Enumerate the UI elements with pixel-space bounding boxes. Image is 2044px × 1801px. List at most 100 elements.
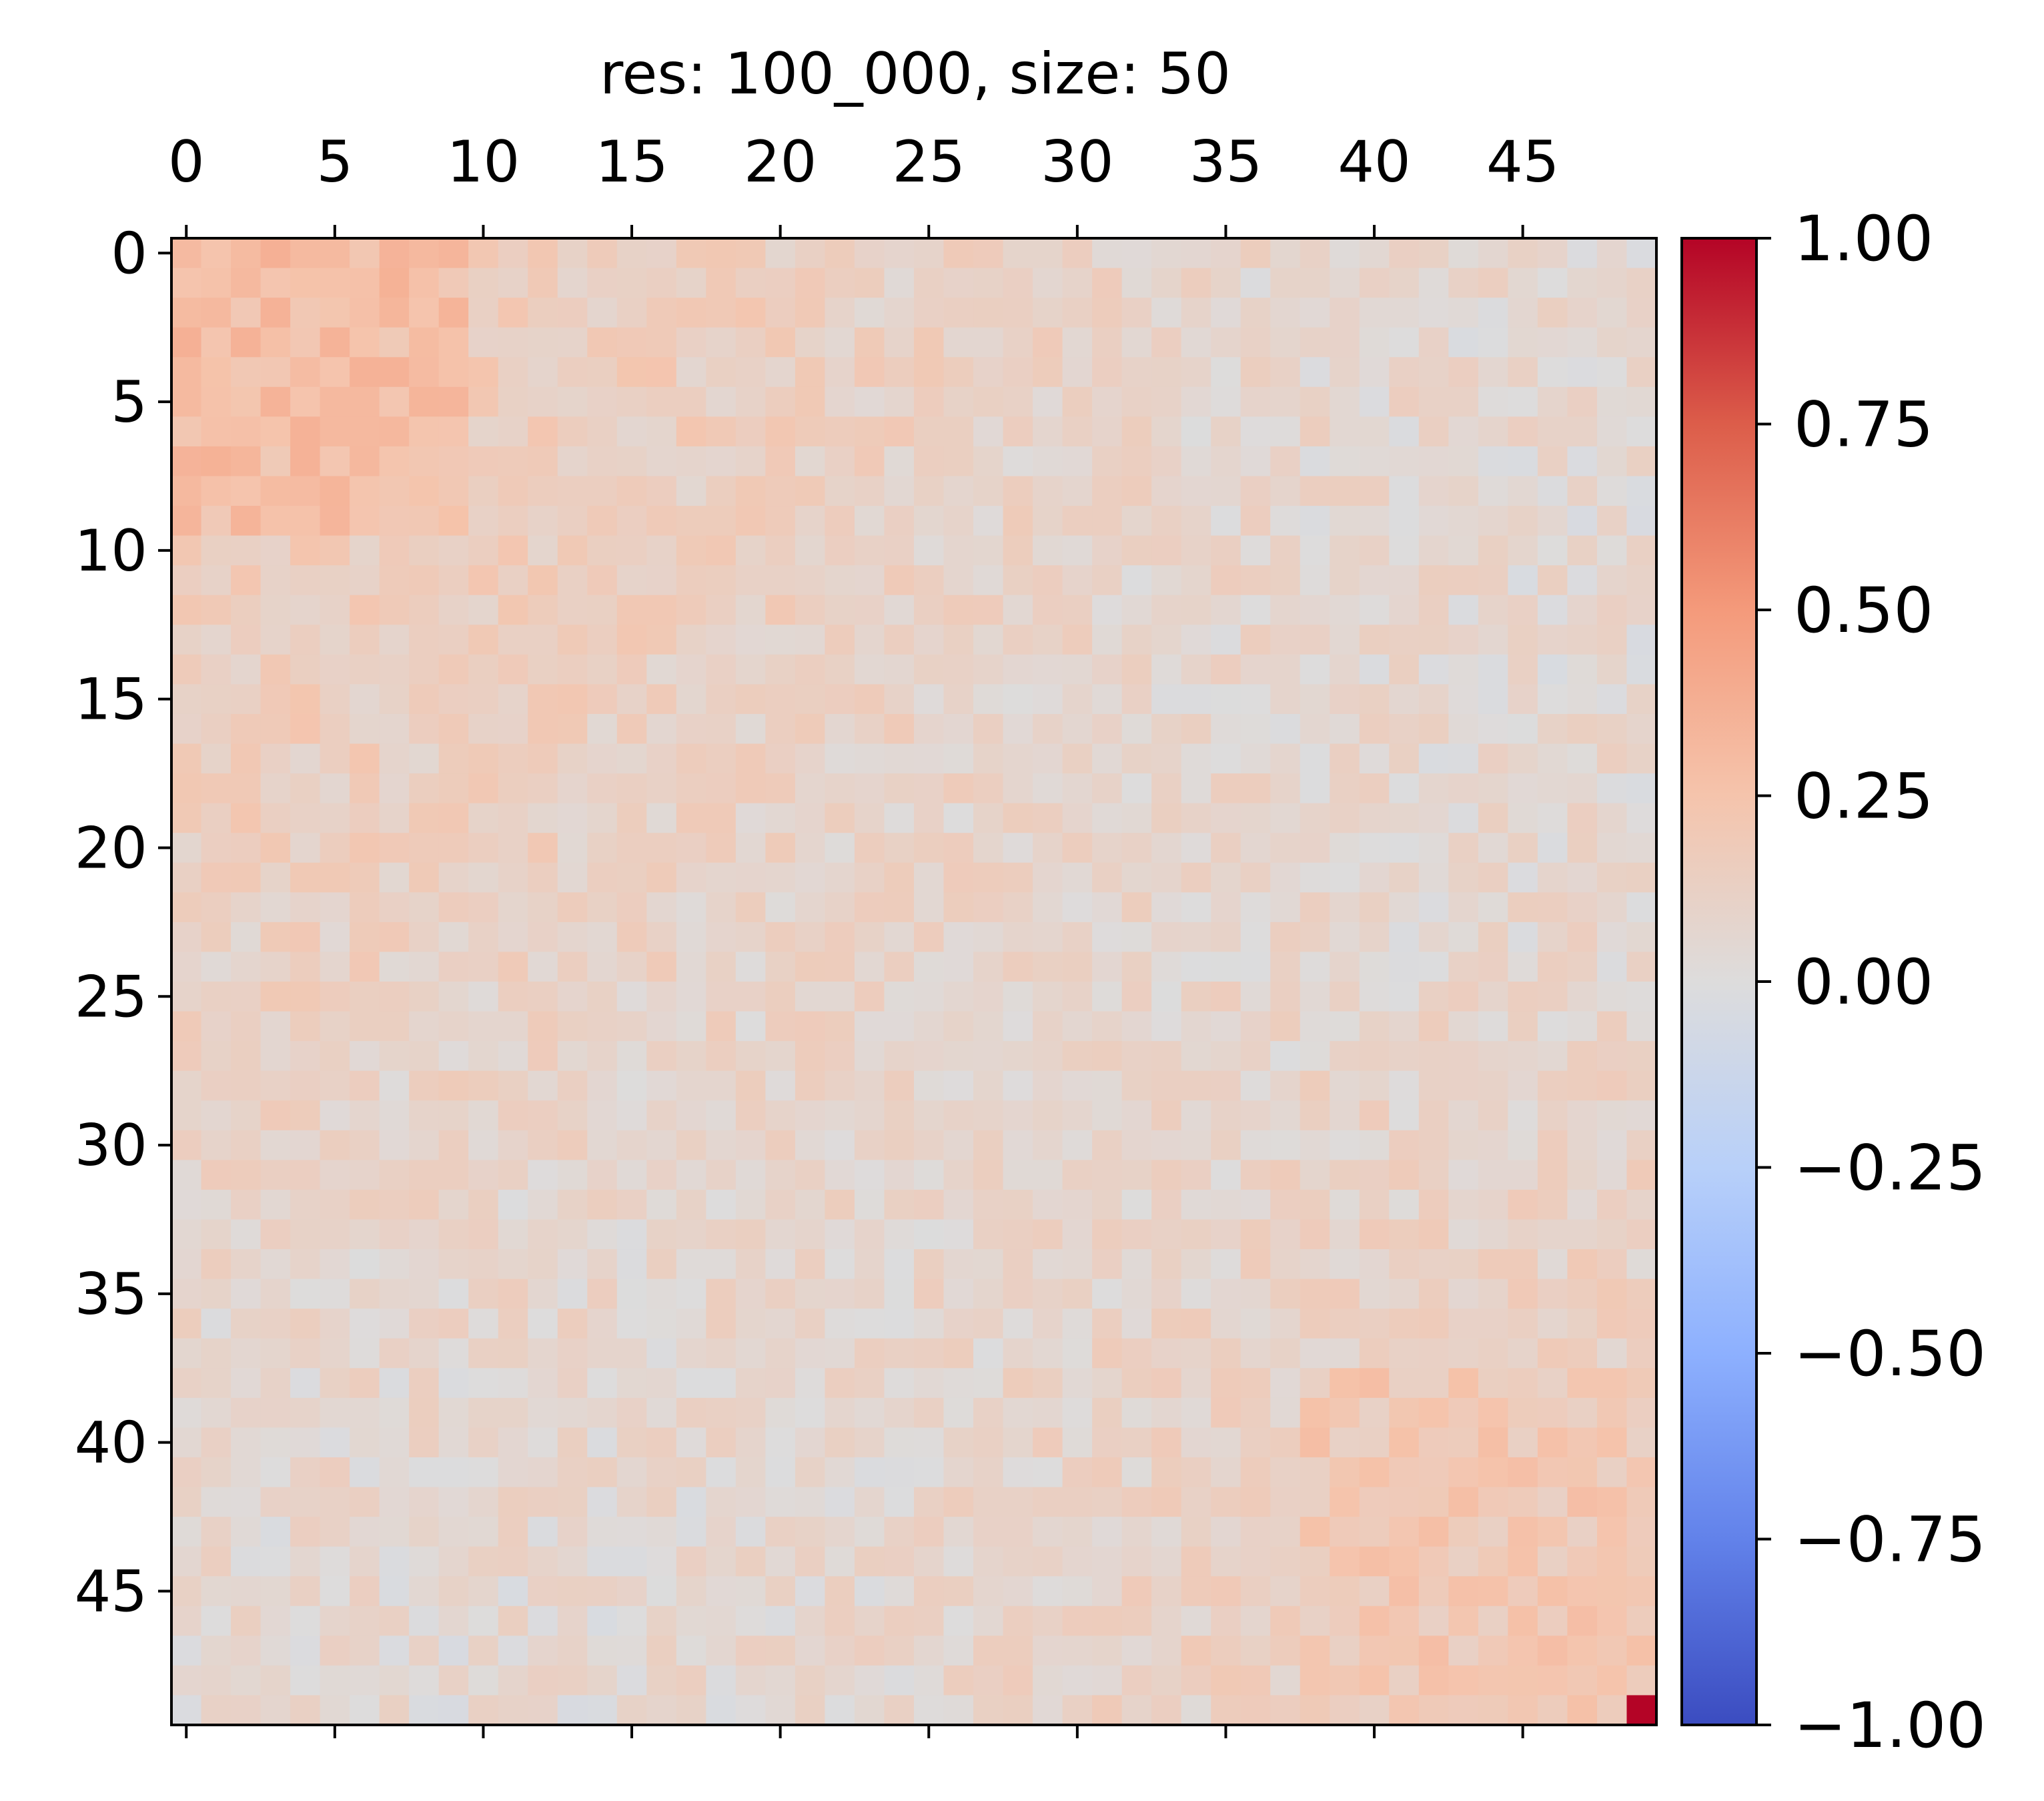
heatmap-cell bbox=[438, 1219, 469, 1250]
heatmap-cell bbox=[616, 1309, 647, 1339]
heatmap-cell bbox=[1626, 1397, 1657, 1428]
heatmap-cell bbox=[379, 833, 410, 863]
heatmap-cell bbox=[1003, 803, 1033, 833]
heatmap-cell bbox=[765, 1041, 796, 1072]
heatmap-cell bbox=[1389, 1309, 1420, 1339]
heatmap-cell bbox=[1300, 1695, 1330, 1726]
heatmap-cell bbox=[616, 446, 647, 477]
heatmap-cell bbox=[379, 713, 410, 745]
heatmap-cell bbox=[943, 684, 974, 715]
heatmap-cell bbox=[1151, 1070, 1182, 1101]
heatmap-cell bbox=[587, 386, 618, 417]
heatmap-cell bbox=[1300, 1368, 1330, 1399]
heatmap-cell bbox=[1121, 1487, 1152, 1517]
heatmap-cell bbox=[468, 446, 499, 477]
heatmap-cell bbox=[379, 595, 410, 625]
heatmap-cell bbox=[468, 684, 499, 715]
heatmap-cell bbox=[1092, 1605, 1123, 1636]
heatmap-cell bbox=[1626, 446, 1657, 477]
heatmap-cell bbox=[914, 595, 945, 625]
heatmap-cell bbox=[350, 327, 380, 358]
heatmap-cell bbox=[1062, 416, 1093, 447]
heatmap-cell bbox=[438, 357, 469, 388]
heatmap-cell bbox=[231, 357, 262, 388]
heatmap-cell bbox=[587, 1368, 618, 1399]
heatmap-cell bbox=[1448, 506, 1479, 536]
heatmap-cell bbox=[1151, 654, 1182, 685]
heatmap-cell bbox=[1270, 386, 1301, 417]
heatmap-cell bbox=[409, 1576, 440, 1607]
heatmap-cell bbox=[973, 684, 1004, 715]
heatmap-cell bbox=[884, 1457, 915, 1488]
heatmap-cell bbox=[557, 713, 588, 745]
heatmap-cell bbox=[1092, 1338, 1123, 1369]
heatmap-cell bbox=[765, 535, 796, 566]
heatmap-cell bbox=[498, 476, 528, 506]
heatmap-cell bbox=[1121, 982, 1152, 1012]
heatmap-cell bbox=[260, 1338, 291, 1369]
heatmap-cell bbox=[290, 386, 321, 417]
heatmap-cell bbox=[1033, 1546, 1063, 1577]
heatmap-cell bbox=[1359, 1041, 1390, 1072]
heatmap-cell bbox=[1359, 1070, 1390, 1101]
heatmap-cell bbox=[260, 1219, 291, 1250]
heatmap-cell bbox=[616, 1249, 647, 1280]
heatmap-cell bbox=[943, 1070, 974, 1101]
heatmap-cell bbox=[1418, 1100, 1449, 1131]
heatmap-cell bbox=[646, 1130, 677, 1160]
heatmap-cell bbox=[1359, 684, 1390, 715]
heatmap-cell bbox=[1596, 1338, 1628, 1369]
heatmap-cell bbox=[943, 1576, 974, 1607]
heatmap-cell bbox=[171, 298, 202, 328]
heatmap-cell bbox=[884, 298, 915, 328]
heatmap-cell bbox=[409, 1338, 440, 1369]
heatmap-cell bbox=[1003, 1338, 1033, 1369]
heatmap-cell bbox=[1596, 1695, 1628, 1726]
heatmap-cell bbox=[231, 416, 262, 447]
heatmap-cell bbox=[201, 1338, 231, 1369]
heatmap-cell bbox=[676, 982, 706, 1012]
heatmap-cell bbox=[1330, 833, 1360, 863]
heatmap-cell bbox=[1596, 1487, 1628, 1517]
heatmap-cell bbox=[290, 1605, 321, 1636]
heatmap-cell bbox=[1092, 1695, 1123, 1726]
heatmap-cell bbox=[171, 982, 202, 1012]
heatmap-cell bbox=[379, 1636, 410, 1666]
heatmap-cell bbox=[320, 1517, 350, 1547]
heatmap-cell bbox=[616, 862, 647, 893]
heatmap-cell bbox=[676, 1041, 706, 1072]
heatmap-cell bbox=[1033, 654, 1063, 685]
heatmap-cell bbox=[379, 684, 410, 715]
heatmap-cell bbox=[1300, 1457, 1330, 1488]
heatmap-cell bbox=[706, 1279, 736, 1309]
heatmap-cell bbox=[914, 268, 945, 298]
heatmap-cell bbox=[1033, 327, 1063, 358]
heatmap-cell bbox=[854, 1487, 885, 1517]
heatmap-cell bbox=[1121, 1219, 1152, 1250]
heatmap-cell bbox=[735, 446, 766, 477]
heatmap-cell bbox=[231, 535, 262, 566]
heatmap-cell bbox=[438, 803, 469, 833]
heatmap-cell bbox=[320, 1279, 350, 1309]
heatmap-cell bbox=[914, 1695, 945, 1726]
heatmap-cell bbox=[1062, 268, 1093, 298]
heatmap-cell bbox=[943, 833, 974, 863]
heatmap-cell bbox=[409, 773, 440, 804]
heatmap-cell bbox=[1418, 446, 1449, 477]
heatmap-cell bbox=[468, 773, 499, 804]
heatmap-cell bbox=[1389, 713, 1420, 745]
heatmap-cell bbox=[231, 595, 262, 625]
heatmap-cell bbox=[1181, 238, 1211, 269]
heatmap-cell bbox=[795, 684, 826, 715]
heatmap-cell bbox=[557, 1397, 588, 1428]
heatmap-cell bbox=[1092, 1011, 1123, 1042]
heatmap-cell bbox=[468, 654, 499, 685]
heatmap-cell bbox=[587, 1546, 618, 1577]
heatmap-cell bbox=[1596, 595, 1628, 625]
heatmap-cell bbox=[290, 1546, 321, 1577]
heatmap-cell bbox=[825, 922, 855, 953]
heatmap-cell bbox=[795, 1397, 826, 1428]
heatmap-cell bbox=[1033, 1130, 1063, 1160]
heatmap-cell bbox=[914, 625, 945, 655]
heatmap-cell bbox=[973, 1427, 1004, 1458]
